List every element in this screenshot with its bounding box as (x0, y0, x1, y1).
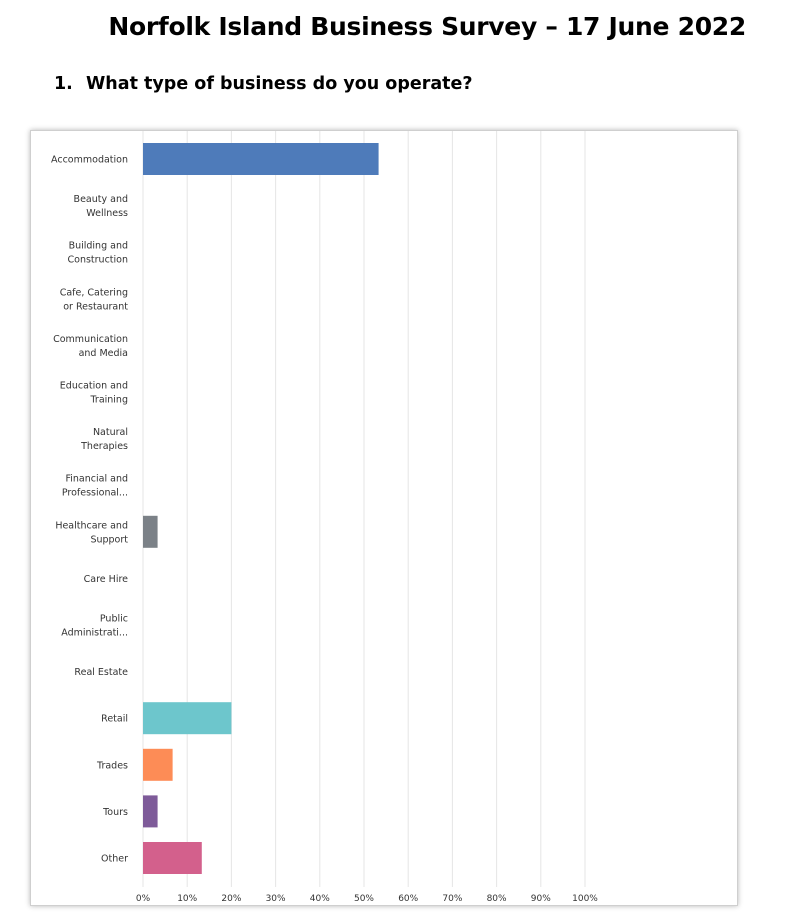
bars (143, 143, 379, 874)
category-label: Accommodation (51, 155, 128, 166)
bar-chart: Accommodation Beauty and Wellness Building … (51, 131, 598, 904)
x-tick-label: 80% (487, 894, 507, 904)
category-label: Communication and Media (53, 334, 128, 359)
x-tick-label: 100% (572, 894, 598, 904)
x-tick-label: 60% (398, 894, 418, 904)
x-tick-label: 10% (177, 894, 197, 904)
category-label: Beauty and Wellness (74, 194, 128, 219)
x-tick-label: 20% (221, 894, 241, 904)
category-label: Real Estate (74, 667, 128, 678)
bar[interactable] (143, 842, 202, 874)
category-label: Natural Therapies (80, 427, 128, 452)
category-label: Trades (96, 760, 128, 771)
category-label: Tours (102, 807, 128, 818)
bar[interactable] (143, 795, 158, 828)
x-tick-label: 30% (266, 894, 286, 904)
question-number: 1. (54, 74, 73, 94)
category-label: Financial and Professional... (62, 474, 128, 499)
bar[interactable] (143, 748, 173, 781)
category-label: Healthcare and Support (55, 520, 128, 545)
bar[interactable] (143, 702, 232, 735)
question-heading: 1. What type of business do you operate? (54, 74, 473, 94)
category-label: Care Hire (84, 574, 128, 585)
x-tick-label: 0% (136, 894, 151, 904)
category-labels: Accommodation Beauty and Wellness Building … (51, 155, 128, 865)
category-label: Public Administrati... (61, 614, 128, 639)
category-label: Cafe, Catering or Restaurant (60, 287, 129, 312)
chart-panel: Accommodation Beauty and Wellness Building … (30, 130, 738, 906)
category-label: Retail (101, 714, 128, 725)
question-text: What type of business do you operate? (86, 74, 473, 94)
category-label: Other (101, 854, 128, 865)
gridlines (142, 131, 586, 887)
x-tick-label: 50% (354, 894, 374, 904)
x-tick-label: 90% (531, 894, 551, 904)
x-axis-ticks: 0% 10% 20% 30% 40% 50% 60% 70% 80% 90% 100% (136, 894, 598, 904)
page-title: Norfolk Island Business Survey – 17 June… (108, 12, 746, 41)
bar[interactable] (143, 515, 158, 548)
x-tick-label: 70% (442, 894, 462, 904)
category-label: Building and Construction (68, 241, 129, 266)
bar[interactable] (143, 143, 379, 175)
category-label: Education and Training (60, 381, 128, 406)
x-tick-label: 40% (310, 894, 330, 904)
